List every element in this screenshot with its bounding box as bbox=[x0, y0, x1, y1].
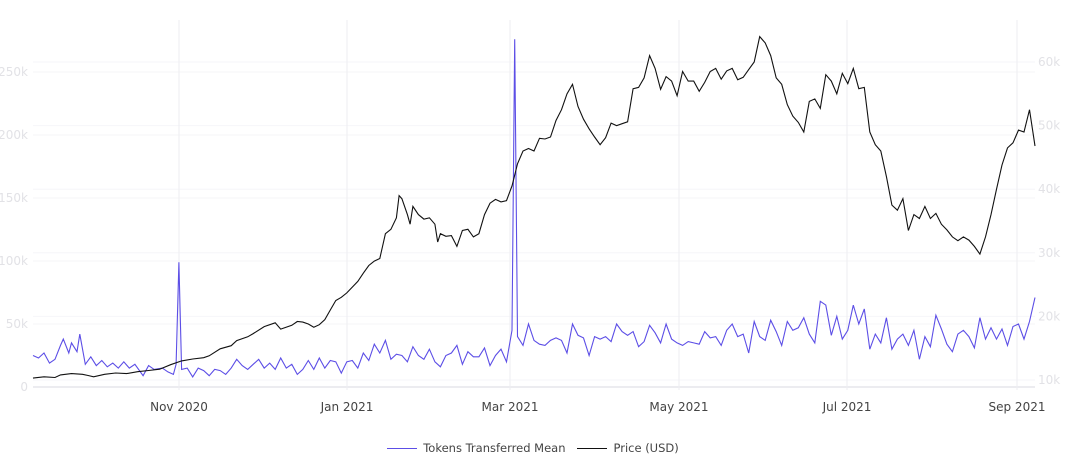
x-tick-label: Jan 2021 bbox=[320, 400, 374, 414]
y-right-tick-label: 60k bbox=[1038, 55, 1060, 69]
legend: Tokens Transferred Mean Price (USD) bbox=[0, 441, 1066, 455]
price-usd-line[interactable] bbox=[32, 35, 1036, 379]
y-left-tick-label: 0 bbox=[20, 380, 28, 394]
y-right-tick-label: 40k bbox=[1038, 182, 1060, 196]
legend-swatch-tokens bbox=[387, 447, 418, 449]
y-right-tick-label: 50k bbox=[1038, 119, 1060, 133]
y-left-tick-label: 250k bbox=[0, 65, 28, 79]
y-left-tick-label: 200k bbox=[0, 128, 28, 142]
x-tick-label: Nov 2020 bbox=[150, 400, 208, 414]
y-right-tick-label: 30k bbox=[1038, 246, 1060, 260]
tokens-transferred-mean-line[interactable] bbox=[32, 39, 1036, 378]
legend-item-tokens[interactable]: Tokens Transferred Mean bbox=[387, 441, 565, 455]
y-axis-left: 0 50k 100k 150k 200k 250k bbox=[0, 65, 28, 394]
x-tick-label: Jul 2021 bbox=[822, 400, 872, 414]
legend-swatch-price bbox=[577, 447, 608, 449]
y-right-tick-label: 20k bbox=[1038, 309, 1060, 323]
x-tick-label: May 2021 bbox=[649, 400, 708, 414]
legend-label-tokens: Tokens Transferred Mean bbox=[423, 441, 566, 455]
y-axis-right: 10k 20k 30k 40k 50k 60k bbox=[1038, 55, 1060, 387]
x-tick-label: Sep 2021 bbox=[989, 400, 1046, 414]
y-left-tick-label: 50k bbox=[6, 317, 28, 331]
gridlines bbox=[33, 20, 1035, 390]
y-left-tick-label: 150k bbox=[0, 191, 28, 205]
x-tick-label: Mar 2021 bbox=[482, 400, 539, 414]
x-axis: Nov 2020 Jan 2021 Mar 2021 May 2021 Jul 2021… bbox=[150, 400, 1045, 414]
y-left-tick-label: 100k bbox=[0, 254, 28, 268]
y-right-tick-label: 10k bbox=[1038, 373, 1060, 387]
legend-item-price[interactable]: Price (USD) bbox=[577, 441, 679, 455]
legend-label-price: Price (USD) bbox=[613, 441, 679, 455]
